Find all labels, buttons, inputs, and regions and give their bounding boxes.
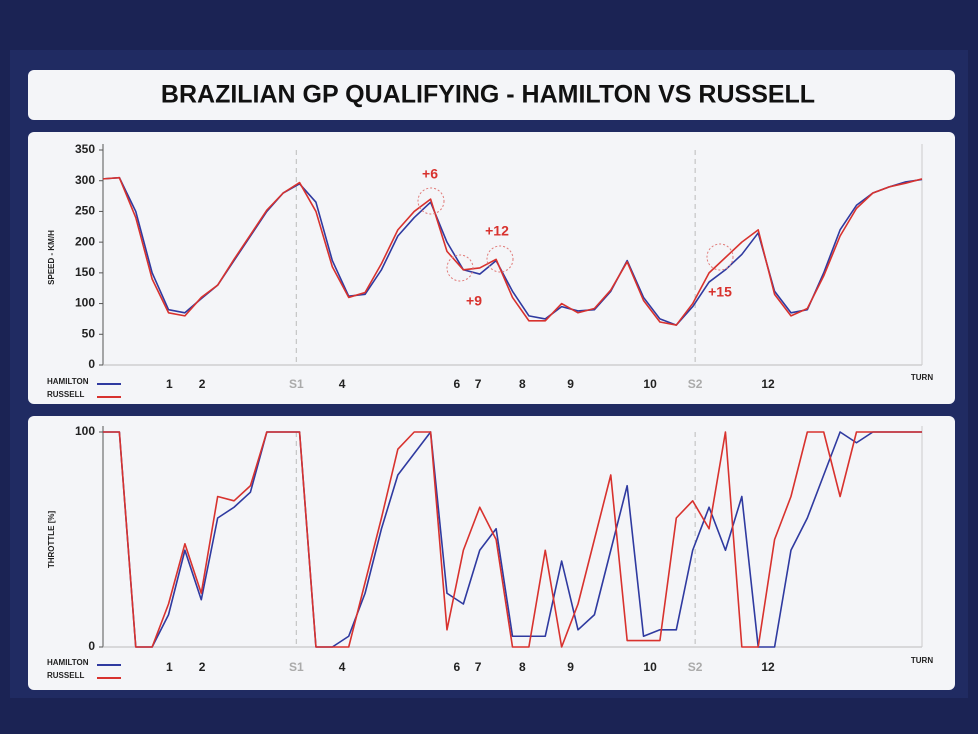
y-tick-label: 250 (75, 204, 95, 218)
title-box (28, 70, 955, 120)
x-axis-label: TURN (911, 656, 933, 665)
x-tick-label: S2 (688, 660, 703, 674)
x-tick-label: 1 (166, 660, 173, 674)
x-tick-label: 9 (567, 377, 574, 391)
x-tick-label: 8 (519, 660, 526, 674)
x-tick-label: 4 (339, 660, 346, 674)
annotation: +9 (466, 293, 482, 309)
x-tick-label: 7 (475, 377, 482, 391)
y-tick-label: 0 (88, 357, 95, 371)
annotation-circle (446, 254, 474, 282)
x-tick-label: S1 (289, 377, 304, 391)
y-tick-label: 200 (75, 234, 95, 248)
y-axis-label: THROTTLE [%] (47, 511, 56, 569)
annotation-circle (486, 245, 514, 273)
y-tick-label: 100 (75, 424, 95, 438)
x-tick-label: 10 (643, 377, 657, 391)
series-line (102, 176, 923, 326)
legend-label: RUSSELL (47, 390, 84, 399)
x-tick-label: 12 (761, 377, 775, 391)
x-tick-label: 8 (519, 377, 526, 391)
x-axis-label: TURN (911, 373, 933, 382)
x-tick-label: 2 (199, 660, 206, 674)
annotation-circle (706, 243, 734, 271)
x-tick-label: S1 (289, 660, 304, 674)
x-tick-label: 6 (453, 660, 460, 674)
legend-label: HAMILTON (47, 658, 89, 667)
series-line (103, 431, 922, 648)
y-tick-label: 50 (82, 326, 96, 340)
series-line (103, 431, 922, 648)
y-axis-label: SPEED - KM/H (47, 230, 56, 285)
throttle-panel (28, 416, 955, 690)
x-tick-label: 10 (643, 660, 657, 674)
legend-label: RUSSELL (47, 671, 84, 680)
y-tick-label: 300 (75, 173, 95, 187)
y-tick-label: 100 (75, 296, 95, 310)
legend-label: HAMILTON (47, 377, 89, 386)
x-tick-label: 4 (339, 377, 346, 391)
x-tick-label: S2 (688, 377, 703, 391)
annotation-circle (417, 187, 445, 215)
y-tick-label: 350 (75, 142, 95, 156)
annotation: +15 (708, 284, 732, 300)
x-tick-label: 7 (475, 660, 482, 674)
title: BRAZILIAN GP QUALIFYING - HAMILTON VS RU… (161, 81, 815, 109)
x-tick-label: 12 (761, 660, 775, 674)
x-tick-label: 9 (567, 660, 574, 674)
y-tick-label: 0 (88, 639, 95, 653)
x-tick-label: 1 (166, 377, 173, 391)
x-tick-label: 6 (453, 377, 460, 391)
x-tick-label: 2 (199, 377, 206, 391)
speed-panel (28, 132, 955, 404)
annotation: +12 (485, 223, 509, 239)
annotation: +6 (422, 166, 438, 182)
y-tick-label: 150 (75, 265, 95, 279)
